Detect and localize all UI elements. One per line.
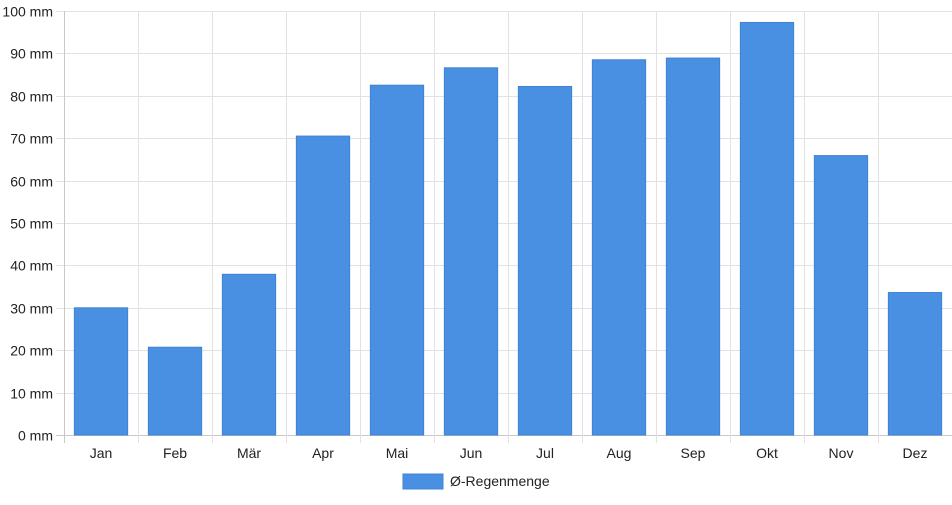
grid	[56, 11, 952, 443]
x-tick-label: Mär	[237, 445, 261, 461]
bar-apr	[295, 135, 351, 436]
x-tick-label: Sep	[681, 445, 706, 461]
y-tick-label: 90 mm	[10, 46, 53, 62]
bar-mär	[221, 273, 277, 436]
x-tick-label: Okt	[756, 445, 778, 461]
y-tick-label: 80 mm	[10, 89, 53, 105]
y-tick-label: 20 mm	[10, 343, 53, 359]
bar-dez	[887, 292, 943, 436]
bar-sep	[665, 57, 721, 436]
y-tick-label: 100 mm	[2, 4, 53, 20]
legend-label[interactable]: Ø-Regenmenge	[450, 473, 550, 489]
y-tick-label: 60 mm	[10, 174, 53, 190]
legend[interactable]: Ø-Regenmenge	[402, 473, 550, 490]
y-tick-label: 70 mm	[10, 131, 53, 147]
x-tick-label: Nov	[829, 445, 854, 461]
bar-jul	[517, 85, 573, 436]
x-tick-label: Apr	[312, 445, 334, 461]
x-tick-label: Mai	[386, 445, 409, 461]
x-tick-label: Feb	[163, 445, 187, 461]
bar-okt	[739, 21, 795, 436]
x-tick-label: Dez	[903, 445, 928, 461]
bar-jun	[443, 67, 499, 436]
bar-aug	[591, 59, 647, 436]
x-tick-label: Jul	[536, 445, 554, 461]
y-tick-label: 10 mm	[10, 386, 53, 402]
y-tick-label: 40 mm	[10, 258, 53, 274]
y-tick-label: 30 mm	[10, 301, 53, 317]
bars	[73, 21, 943, 436]
bar-mai	[369, 84, 425, 436]
x-tick-label: Jun	[460, 445, 483, 461]
legend-swatch[interactable]	[402, 473, 444, 490]
x-tick-label: Jan	[90, 445, 113, 461]
axes: 0 mm 10 mm 20 mm 30 mm 40 mm 50 mm 60 mm 70 mm 8…	[2, 4, 927, 462]
bar-jan	[73, 307, 129, 436]
bar-nov	[813, 155, 869, 436]
y-tick-label: 0 mm	[18, 428, 53, 444]
bar-feb	[147, 346, 203, 436]
x-tick-label: Aug	[607, 445, 632, 461]
y-tick-label: 50 mm	[10, 216, 53, 232]
